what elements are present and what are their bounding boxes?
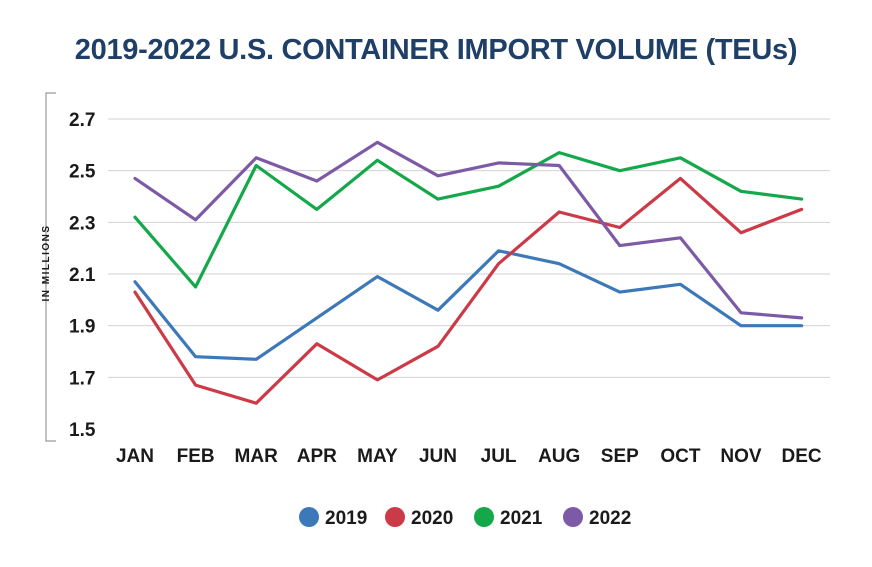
legend-label: 2021 bbox=[500, 508, 543, 529]
y-tick-label: 1.7 bbox=[69, 368, 95, 389]
x-tick-label: JUN bbox=[419, 446, 457, 467]
x-tick-label: NOV bbox=[720, 446, 762, 467]
y-tick-label: 2.1 bbox=[69, 265, 96, 286]
y-tick-label: 2.5 bbox=[69, 162, 96, 183]
x-tick-label: DEC bbox=[782, 446, 822, 467]
legend-item-2019: 2019 bbox=[299, 507, 367, 529]
series-line-2021 bbox=[133, 151, 804, 289]
x-tick-labels: JAN FEB MAR APR MAY JUN JUL AUG SEP OCT NOV DEC bbox=[116, 446, 822, 467]
x-tick-label: OCT bbox=[660, 446, 701, 467]
series-line-2019 bbox=[133, 249, 804, 361]
x-tick-label: JAN bbox=[116, 446, 154, 467]
legend-label: 2019 bbox=[325, 508, 367, 529]
x-tick-label: JUL bbox=[481, 446, 517, 467]
legend-swatch bbox=[474, 507, 494, 527]
legend: 2019 2020 2021 2022 bbox=[299, 507, 631, 529]
y-axis-bracket bbox=[45, 92, 56, 442]
y-tick-label: 1.9 bbox=[69, 317, 95, 338]
series-line-2020 bbox=[133, 176, 804, 405]
y-tick-label: 1.5 bbox=[69, 420, 96, 441]
chart-title: 2019-2022 U.S. CONTAINER IMPORT VOLUME (… bbox=[74, 34, 798, 66]
y-tick-label: 2.3 bbox=[69, 213, 95, 234]
legend-item-2022: 2022 bbox=[563, 507, 631, 529]
y-axis-label: IN MILLIONS bbox=[41, 224, 52, 301]
legend-label: 2020 bbox=[411, 508, 453, 529]
x-tick-label: MAR bbox=[235, 446, 279, 467]
x-tick-label: APR bbox=[297, 446, 337, 467]
x-tick-label: SEP bbox=[601, 446, 639, 467]
x-tick-label: MAY bbox=[357, 446, 398, 467]
legend-swatch bbox=[563, 507, 583, 527]
y-tick-label: 2.7 bbox=[69, 110, 95, 131]
legend-swatch bbox=[299, 507, 319, 527]
legend-item-2021: 2021 bbox=[474, 507, 543, 529]
legend-label: 2022 bbox=[589, 508, 631, 529]
axis-bracket-line bbox=[45, 92, 56, 442]
series-lines bbox=[133, 140, 804, 405]
x-tick-label: FEB bbox=[177, 446, 215, 467]
legend-item-2020: 2020 bbox=[385, 507, 453, 529]
legend-swatch bbox=[385, 507, 405, 527]
y-tick-labels: 1.5 1.7 1.9 2.1 2.3 2.5 2.7 bbox=[69, 110, 96, 441]
series-line-2022 bbox=[133, 140, 804, 320]
x-tick-label: AUG bbox=[538, 446, 580, 467]
